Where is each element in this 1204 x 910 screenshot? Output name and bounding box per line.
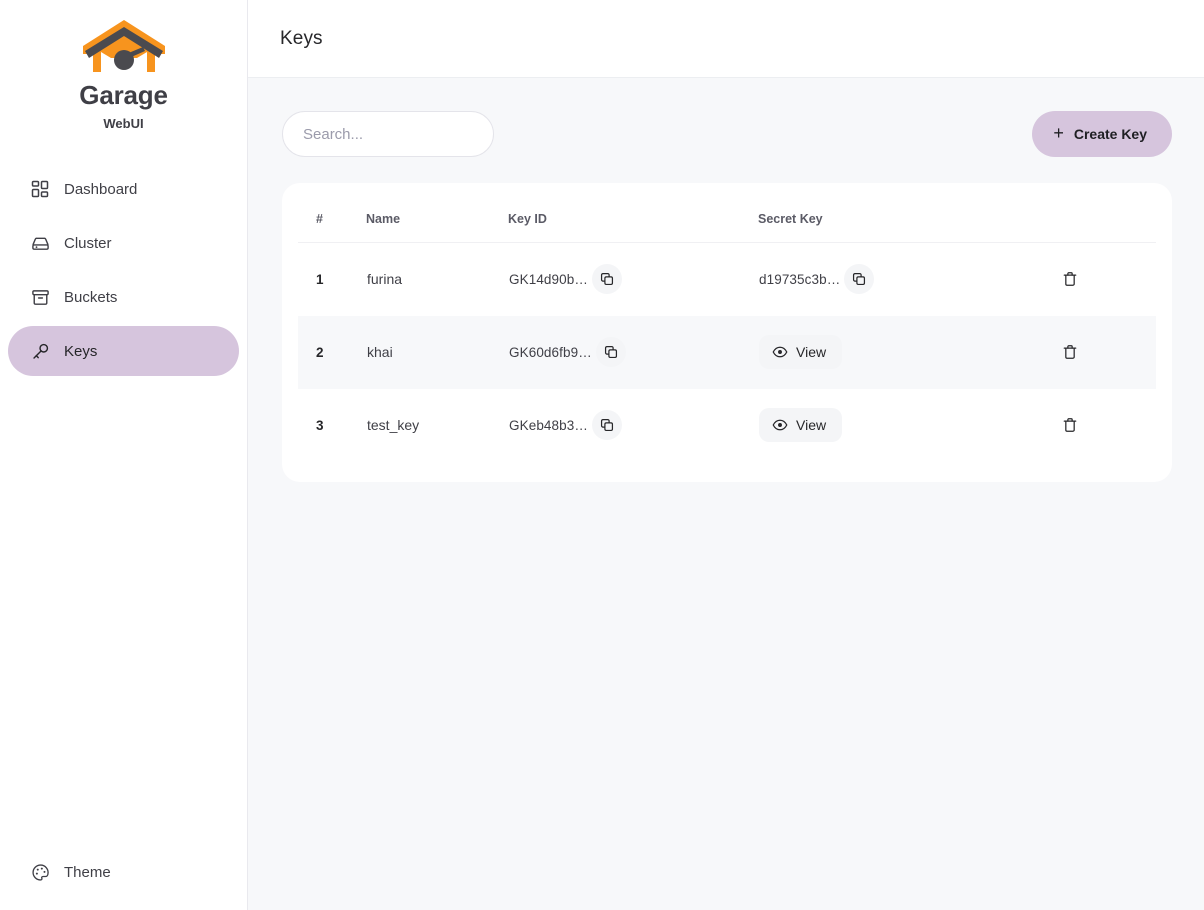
- sidebar-item-label: Cluster: [64, 234, 112, 252]
- top-bar: Keys: [248, 0, 1204, 78]
- sidebar-item-buckets[interactable]: Buckets: [8, 272, 239, 322]
- key-icon: [30, 341, 50, 361]
- row-key-name: furina: [367, 271, 403, 288]
- palette-icon: [30, 862, 50, 882]
- row-secret-key-cell: View: [758, 389, 1036, 462]
- trash-icon: [1062, 344, 1078, 360]
- sidebar-spacer: [0, 376, 247, 848]
- sidebar-item-label: Dashboard: [64, 180, 138, 198]
- row-index: 2: [316, 344, 324, 360]
- sidebar-item-cluster[interactable]: Cluster: [8, 218, 239, 268]
- create-key-button[interactable]: + Create Key: [1032, 111, 1172, 157]
- copy-icon: [600, 418, 614, 432]
- garage-logo-icon: [78, 16, 170, 78]
- row-key-name: khai: [367, 344, 393, 360]
- copy-key-id-button[interactable]: [591, 264, 622, 295]
- row-key-id-cell: GK14d90b…: [508, 243, 758, 316]
- delete-key-button[interactable]: [1053, 408, 1087, 442]
- eye-icon: [772, 417, 788, 433]
- row-key-name: test_key: [367, 417, 420, 433]
- delete-key-button[interactable]: [1053, 262, 1087, 296]
- sidebar-item-label: Keys: [64, 342, 98, 360]
- view-label: View: [796, 344, 827, 360]
- column-header-key-id: Key ID: [508, 197, 758, 243]
- table-toolbar: + Create Key: [282, 111, 1172, 157]
- row-key-id-value: GK60d6fb9…: [509, 344, 592, 360]
- copy-icon: [852, 272, 866, 286]
- copy-key-id-button[interactable]: [591, 410, 622, 440]
- table-row: 2 khai GK60d6fb9…: [298, 315, 1156, 389]
- keys-table: # Name Key ID Secret Key 1 furina: [298, 197, 1156, 462]
- view-secret-key-button[interactable]: View: [759, 408, 843, 442]
- brand-name: Garage: [79, 80, 168, 110]
- page-content: + Create Key # Name Key ID Secret Key: [248, 78, 1204, 910]
- trash-icon: [1062, 271, 1078, 287]
- row-secret-key-cell: View: [758, 316, 1036, 389]
- sidebar-item-keys[interactable]: Keys: [8, 326, 239, 376]
- column-header-name: Name: [366, 197, 508, 243]
- column-header-actions: [1036, 197, 1156, 243]
- row-actions-cell: [1036, 389, 1156, 462]
- sidebar: Garage WebUI Dashboard: [0, 0, 248, 910]
- delete-key-button[interactable]: [1053, 335, 1087, 369]
- copy-icon: [604, 345, 618, 359]
- copy-icon: [600, 272, 614, 286]
- trash-icon: [1062, 417, 1078, 433]
- row-index: 3: [316, 417, 324, 433]
- view-label: View: [796, 417, 827, 433]
- theme-label: Theme: [64, 863, 111, 881]
- row-actions-cell: [1036, 316, 1156, 389]
- column-header-index: #: [298, 197, 366, 243]
- row-actions-cell: [1036, 243, 1156, 316]
- row-secret-key-value: d19735c3b…: [759, 271, 841, 287]
- row-key-id-cell: GKeb48b3…: [508, 389, 758, 462]
- copy-secret-key-button[interactable]: [844, 264, 875, 295]
- view-secret-key-button[interactable]: View: [759, 335, 843, 369]
- create-key-label: Create Key: [1073, 126, 1147, 142]
- hard-drive-icon: [30, 233, 50, 253]
- brand: Garage WebUI: [0, 0, 247, 130]
- eye-icon: [772, 344, 788, 360]
- plus-icon: +: [1053, 123, 1064, 143]
- row-key-id-value: GK14d90b…: [509, 271, 588, 287]
- table-header-row: # Name Key ID Secret Key: [298, 197, 1156, 243]
- layout-grid-icon: [30, 179, 50, 199]
- sidebar-item-label: Buckets: [64, 288, 118, 306]
- table-row: 3 test_key GKeb48b3…: [298, 389, 1156, 462]
- sidebar-nav: Dashboard Cluster: [0, 164, 247, 376]
- sidebar-item-dashboard[interactable]: Dashboard: [8, 164, 239, 214]
- table-body: 1 furina GK14d90b…: [298, 243, 1156, 462]
- row-key-id-cell: GK60d6fb9…: [508, 316, 758, 389]
- copy-key-id-button[interactable]: [595, 337, 626, 367]
- search-input[interactable]: [282, 111, 494, 157]
- column-header-secret-key: Secret Key: [758, 197, 1036, 243]
- row-index: 1: [316, 271, 324, 287]
- keys-table-card: # Name Key ID Secret Key 1 furina: [282, 183, 1172, 482]
- brand-subtitle: WebUI: [103, 116, 144, 131]
- main-area: Keys + Create Key # Name Key ID: [248, 0, 1204, 910]
- page-title: Keys: [280, 27, 323, 49]
- theme-toggle[interactable]: Theme: [8, 848, 239, 896]
- table-head: # Name Key ID Secret Key: [298, 197, 1156, 243]
- row-key-id-value: GKeb48b3…: [509, 417, 588, 433]
- table-row: 1 furina GK14d90b…: [298, 243, 1156, 316]
- archive-box-icon: [30, 287, 50, 307]
- row-secret-key-cell: d19735c3b…: [758, 243, 1036, 316]
